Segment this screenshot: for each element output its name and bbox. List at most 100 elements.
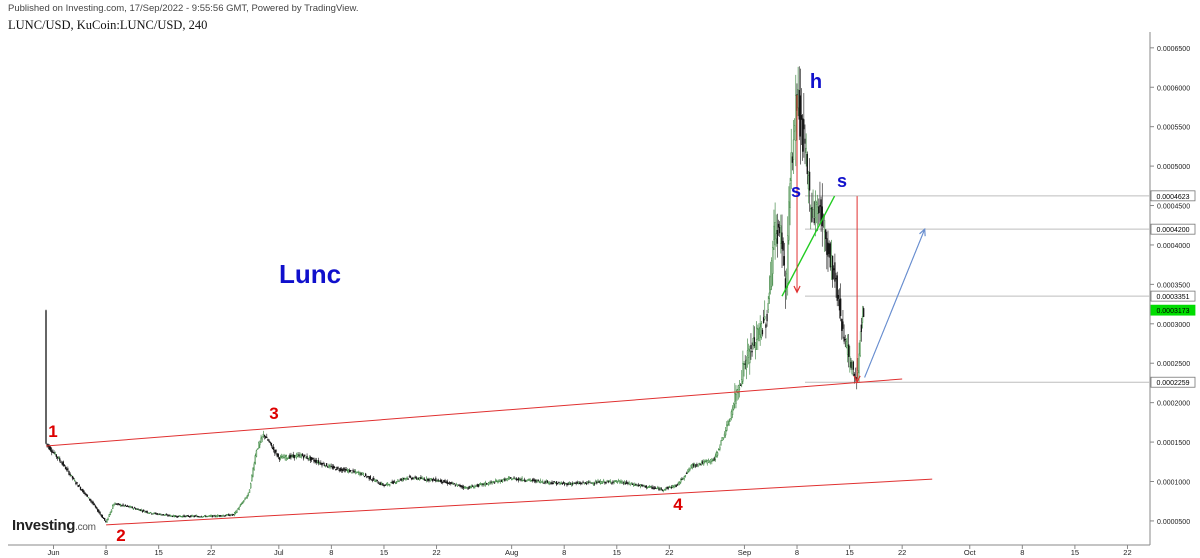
candle-body — [823, 220, 826, 233]
candle-body — [89, 498, 91, 501]
candle-body — [419, 477, 421, 480]
candle-body — [705, 460, 707, 463]
candle-body — [382, 483, 384, 486]
candle-body — [777, 223, 780, 228]
candle-body — [437, 479, 439, 482]
candle-body — [674, 484, 676, 487]
candle-body — [348, 469, 351, 473]
candle-body — [355, 471, 358, 474]
candle-body — [753, 337, 756, 347]
symbol-caption: LUNC/USD, KuCoin:LUNC/USD, 240 — [8, 18, 208, 32]
candle-body — [113, 503, 115, 507]
candle-body — [561, 482, 564, 485]
candle-body — [756, 327, 758, 340]
candle-body — [480, 483, 482, 485]
candle-body — [665, 488, 667, 490]
candle-body — [97, 508, 99, 512]
candle-body — [298, 454, 300, 456]
candle-body — [265, 436, 267, 438]
candle-body — [639, 484, 642, 487]
candle-body — [347, 469, 350, 473]
candle-body — [768, 292, 771, 300]
y-tick-label: 0.0005000 — [1157, 164, 1190, 171]
candle-body — [106, 519, 108, 523]
candle-body — [743, 363, 745, 366]
candle-body — [213, 515, 215, 517]
candle-body — [198, 516, 200, 518]
candle-body — [729, 418, 731, 422]
candle-body — [769, 276, 772, 290]
candle-body — [52, 451, 54, 454]
candle-body — [532, 479, 535, 481]
x-tick-label: 15 — [380, 548, 388, 557]
candle-body — [48, 445, 51, 450]
candle-body — [76, 482, 78, 484]
candle-body — [68, 471, 70, 475]
candle-body — [798, 90, 800, 120]
candle-body — [843, 336, 845, 342]
candle-body — [568, 482, 570, 485]
candle-body — [478, 483, 481, 486]
candle-body — [168, 514, 170, 516]
candle-body — [397, 479, 399, 482]
candle-body — [258, 442, 260, 449]
candle-body — [307, 458, 309, 460]
candle-body — [159, 513, 161, 515]
candle-body — [367, 475, 369, 478]
candle-body — [286, 457, 289, 459]
candle-body — [616, 481, 619, 483]
candle-body — [74, 480, 76, 482]
candle-body — [274, 449, 276, 454]
candle-body — [94, 505, 97, 508]
candle-body — [354, 470, 356, 473]
candle-body — [154, 512, 156, 514]
candle-body — [105, 520, 107, 523]
candle-body — [78, 485, 81, 487]
candle-body — [861, 316, 864, 323]
candle-body — [581, 483, 583, 485]
candle-body — [273, 446, 275, 451]
candle-body — [251, 474, 253, 482]
candle-body — [521, 477, 523, 481]
candle-body — [145, 510, 147, 513]
candle-body — [227, 514, 229, 516]
candle-body — [205, 515, 207, 517]
candle-body — [351, 472, 353, 474]
candle-body — [597, 480, 599, 483]
candle-body — [82, 488, 84, 493]
candle-body — [137, 508, 139, 510]
candle-body — [660, 488, 662, 490]
candle-body — [323, 464, 325, 466]
candle-body — [752, 338, 754, 346]
candle-body — [72, 477, 75, 480]
candle-body — [576, 482, 578, 484]
candle-body — [103, 517, 106, 521]
candle-body — [601, 481, 604, 484]
candle-body — [289, 455, 291, 459]
candle-body — [335, 469, 337, 471]
candle-body — [100, 514, 102, 516]
candle-body — [187, 515, 190, 517]
candle-body — [536, 479, 538, 483]
candle-body — [636, 484, 638, 486]
candle-body — [577, 482, 580, 485]
y-tick-label: 0.0002000 — [1157, 401, 1190, 408]
candle-body — [238, 507, 240, 510]
candle-body — [603, 480, 605, 482]
candle-body — [658, 488, 660, 491]
candle-body — [716, 452, 719, 456]
investing-logo: Investing.com — [12, 517, 96, 534]
candle-body — [71, 475, 74, 479]
candle-body — [714, 455, 716, 460]
candle-body — [643, 484, 645, 487]
candle-body — [284, 456, 286, 460]
candle-body — [713, 458, 715, 461]
candle-body — [296, 454, 298, 458]
candle-body — [434, 479, 436, 481]
candle-body — [760, 323, 762, 338]
candle-body — [560, 482, 562, 485]
candle-body — [218, 515, 221, 517]
candle-body — [240, 503, 243, 505]
candle-body — [690, 465, 692, 467]
